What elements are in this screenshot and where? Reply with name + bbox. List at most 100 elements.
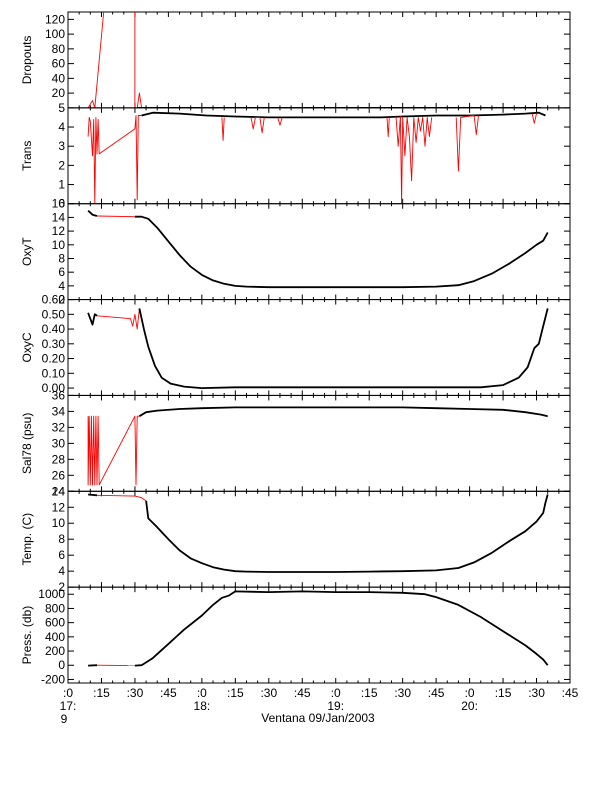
y-tick-label: 20 — [52, 86, 66, 100]
y-tick-label: 1 — [58, 178, 65, 192]
y-tick-label: 6 — [58, 265, 65, 279]
y-tick-label: 3 — [58, 139, 65, 153]
y-axis-label: Temp. (C) — [20, 513, 34, 566]
y-tick-label: 80 — [52, 42, 66, 56]
x-hour-label: 18: — [194, 699, 211, 713]
y-tick-label: 0.50 — [42, 307, 66, 321]
series-red-9 — [531, 113, 537, 124]
panel-5: 24 26 28 30 32 34 36 Sal78 (psu) — [20, 388, 571, 498]
x-tick-label: :15 — [227, 686, 244, 700]
y-axis-label: OxyT — [20, 237, 34, 266]
x-tick-label: :45 — [160, 686, 177, 700]
y-tick-label: 0.10 — [42, 366, 66, 380]
y-tick-label: 4 — [58, 564, 65, 578]
y-tick-label: 4 — [58, 120, 65, 134]
y-tick-label: 28 — [52, 452, 66, 466]
y-tick-label: 32 — [52, 420, 66, 434]
x-tick-label: :0 — [465, 686, 475, 700]
y-tick-label: 30 — [52, 436, 66, 450]
x-tick-label: :30 — [528, 686, 545, 700]
chart-caption: Ventana 09/Jan/2003 — [261, 711, 375, 725]
x-tick-label: :45 — [562, 686, 579, 700]
panel-frame — [67, 299, 571, 396]
y-tick-label: 10 — [52, 238, 66, 252]
series-red-1 — [87, 415, 140, 486]
y-tick-label: 6 — [58, 548, 65, 562]
y-tick-label: 8 — [58, 251, 65, 265]
series-red-2 — [96, 308, 140, 330]
series-red-8 — [455, 115, 479, 172]
y-tick-label: 24 — [52, 484, 66, 498]
x-tick-label: :15 — [495, 686, 512, 700]
y-tick-label: 14 — [52, 484, 66, 498]
y-tick-label: 14 — [52, 210, 66, 224]
x-hour-label: 17: — [60, 699, 77, 713]
series-red-4 — [250, 116, 265, 134]
x-tick-label: :0 — [197, 686, 207, 700]
y-tick-label: 0.00 — [42, 381, 66, 395]
y-tick-label: 12 — [52, 500, 66, 514]
y-tick-label: 100 — [45, 27, 65, 41]
x-axis: :017:9:15:30:45:018::15:30:45:019::15:30… — [60, 686, 579, 726]
series-black-1 — [88, 493, 98, 497]
y-tick-label: 600 — [45, 616, 65, 630]
y-tick-label: 34 — [52, 404, 66, 418]
y-tick-label: 0.40 — [42, 322, 66, 336]
chart-panels: 20406080100120Dropouts012345Trans2468101… — [20, 11, 571, 686]
series-red-2 — [134, 12, 143, 108]
y-tick-label: 2 — [58, 158, 65, 172]
x-tick-label: :0 — [331, 686, 341, 700]
y-tick-label: 0.20 — [42, 352, 66, 366]
series-red-6 — [386, 117, 390, 138]
y-axis-label: Press. (db) — [20, 606, 34, 665]
x-tick-label: :30 — [127, 686, 144, 700]
y-axis-label: Dropouts — [20, 36, 34, 85]
x-tick-label: :15 — [361, 686, 378, 700]
series-red-1 — [87, 12, 105, 108]
y-tick-label: 800 — [45, 601, 65, 615]
series-red-2 — [96, 494, 147, 502]
series-red-7 — [395, 116, 433, 204]
y-tick-label: 0.60 — [42, 293, 66, 307]
x-tick-label: :30 — [394, 686, 411, 700]
y-tick-label: 200 — [45, 644, 65, 658]
y-tick-label: 36 — [52, 388, 66, 402]
y-tick-label: 60 — [52, 57, 66, 71]
panel-frame — [67, 107, 571, 205]
series-black-2 — [141, 111, 546, 119]
y-tick-label: 0 — [58, 658, 65, 672]
y-tick-label: 16 — [52, 197, 66, 211]
y-axis-label: Sal78 (psu) — [20, 413, 34, 474]
y-tick-label: 5 — [58, 101, 65, 115]
y-tick-label: 120 — [45, 12, 65, 26]
series-red-2 — [96, 215, 135, 218]
series-black-3 — [134, 590, 549, 667]
y-tick-label: 400 — [45, 630, 65, 644]
series-red-5 — [277, 117, 283, 126]
panel-4: 0.000.100.200.300.400.500.60 OxyC — [20, 293, 571, 396]
series-black-2 — [138, 406, 548, 418]
x-hour-label: 19: — [327, 699, 344, 713]
series-red-1 — [87, 115, 142, 204]
y-tick-label: 40 — [52, 71, 66, 85]
x-tick-label: :15 — [93, 686, 110, 700]
series-black-3 — [138, 308, 549, 390]
panel-2: 0 1 2 3 4 5 Trans — [20, 101, 571, 211]
y-tick-label: 4 — [58, 279, 65, 293]
y-tick-label: 2 — [58, 293, 65, 307]
series-red-3 — [221, 117, 225, 141]
y-tick-label: 0.30 — [42, 337, 66, 351]
x-tick-label: :0 — [63, 686, 73, 700]
x-tick-label: :30 — [260, 686, 277, 700]
panel-frame — [67, 586, 571, 684]
series-black-3 — [134, 215, 549, 289]
y-tick-label: 26 — [52, 468, 66, 482]
x-tick-label: :45 — [428, 686, 445, 700]
y-tick-label: 1000 — [38, 587, 65, 601]
y-tick-label: 2 — [58, 580, 65, 594]
